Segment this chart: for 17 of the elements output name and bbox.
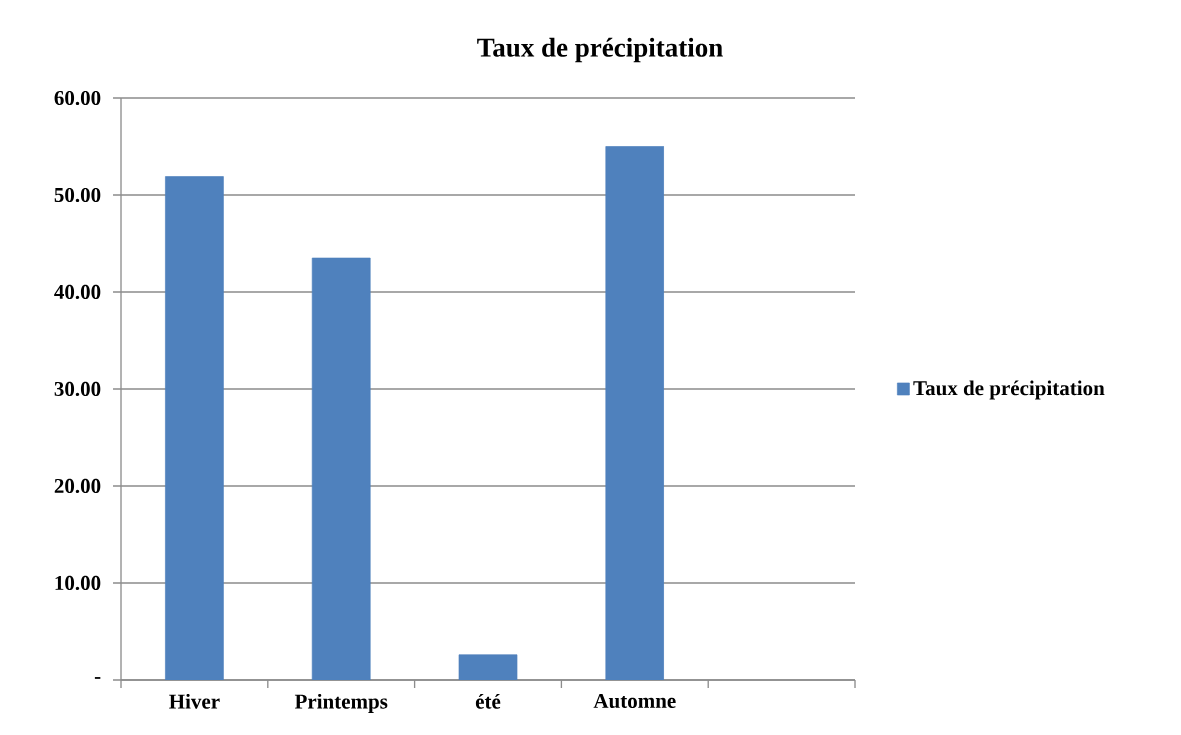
- legend-label: Taux de précipitation: [913, 380, 1105, 400]
- chart-title: Taux de précipitation: [477, 37, 723, 63]
- bar: [605, 146, 665, 680]
- bar: [311, 257, 371, 680]
- y-tick-label: 30.00: [54, 381, 101, 397]
- y-tick-label: -: [94, 677, 101, 679]
- y-tick-label: 10.00: [55, 575, 101, 591]
- x-tick-label: Printemps: [294, 693, 388, 713]
- y-tick-label: 50.00: [54, 187, 101, 203]
- y-tick-label: 60.00: [54, 90, 101, 106]
- y-tick-label: 40.00: [54, 284, 101, 300]
- x-tick-label: Automne: [593, 693, 676, 708]
- x-tick-label: été: [475, 693, 501, 709]
- y-tick-label: 20.00: [54, 478, 101, 494]
- bar: [458, 654, 518, 680]
- bar: [165, 176, 224, 680]
- x-tick-label: Hiver: [169, 693, 220, 709]
